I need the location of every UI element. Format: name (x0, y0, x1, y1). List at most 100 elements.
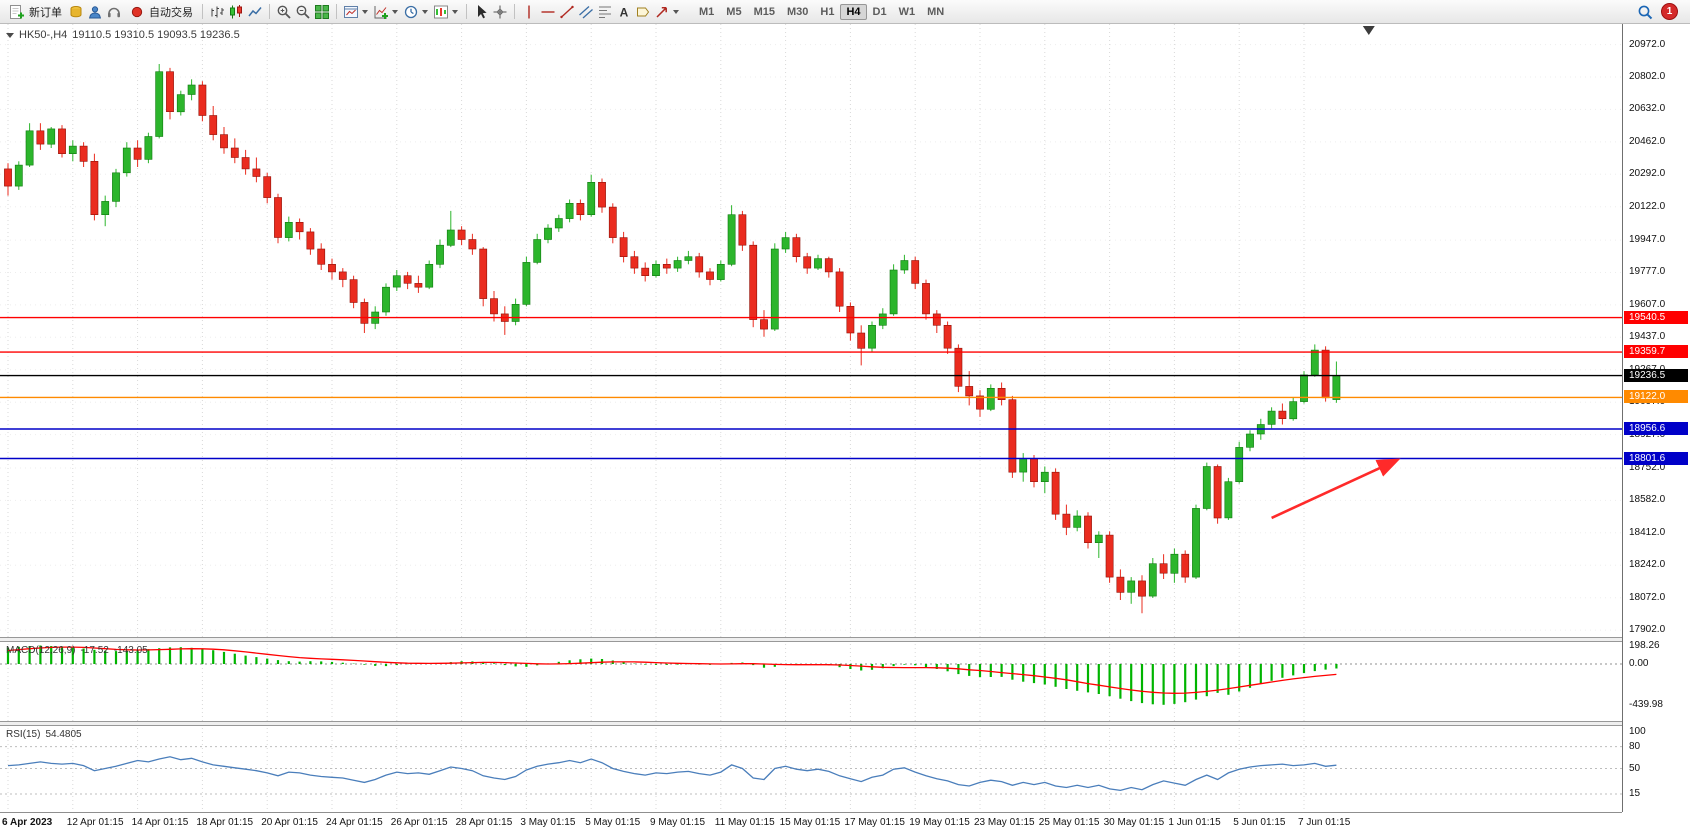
price-level-tag: 19122.0 (1624, 390, 1688, 404)
ohlc-values: 19110.5 19310.5 19093.5 19236.5 (72, 29, 240, 41)
rsi-axis-label: 100 (1629, 726, 1646, 737)
autotrade-label: 自动交易 (149, 6, 193, 19)
candles-layer (4, 64, 1341, 614)
rsi-indicator-title: RSI(15) 54.4805 (6, 729, 87, 740)
text-tool-icon[interactable]: A (615, 4, 633, 20)
rsi-axis-label: 80 (1629, 740, 1641, 752)
toolbar-right-group: 1 (1636, 3, 1686, 20)
cursor-tool-icon[interactable] (472, 4, 490, 20)
search-icon[interactable] (1636, 4, 1654, 20)
time-axis-label: 30 May 01:15 (1103, 817, 1165, 828)
macd-axis-label: -439.98 (1629, 699, 1663, 710)
templates-icon[interactable] (432, 4, 450, 20)
horizontal-line-tool-icon[interactable] (539, 4, 557, 20)
collapse-arrow-icon[interactable] (6, 32, 14, 38)
time-axis-label: 28 Apr 01:15 (455, 817, 513, 828)
timeframe-mn-button[interactable]: MN (927, 5, 945, 18)
chart-window-icon[interactable] (342, 4, 360, 20)
price-axis-label: 19607.0 (1629, 298, 1666, 310)
toolbar-separator (336, 4, 337, 19)
chart-window-dropdown-caret[interactable] (362, 9, 368, 14)
timeframe-m1-button[interactable]: M1 (699, 5, 715, 18)
time-axis-label: 6 Apr 2023 (2, 817, 53, 828)
price-level-tag: 19359.7 (1624, 345, 1688, 359)
new-order-label: 新订单 (29, 6, 62, 19)
price-level-tag: 19236.5 (1624, 368, 1688, 382)
time-axis-label: 15 May 01:15 (779, 817, 841, 828)
time-axis-label: 25 May 01:15 (1038, 817, 1100, 828)
rsi-label: RSI(15) (6, 729, 41, 740)
trend-arrow-annotation[interactable] (1271, 458, 1401, 520)
svg-text:A: A (620, 5, 629, 19)
rsi-level-lines (0, 746, 1622, 795)
periods-dropdown-caret[interactable] (422, 9, 428, 14)
market-watch-icon[interactable] (105, 4, 123, 20)
new-order-button[interactable]: 新订单 (4, 2, 66, 22)
candlestick-mode-icon[interactable] (227, 4, 245, 20)
horizontal-level-lines[interactable] (0, 316, 1622, 460)
rsi-value: 54.4805 (45, 729, 82, 740)
toolbar: 新订单 自动交易 (0, 0, 1690, 24)
accounts-icon[interactable] (86, 4, 104, 20)
bar-chart-mode-icon[interactable] (208, 4, 226, 20)
time-axis-label: 23 May 01:15 (974, 817, 1035, 828)
time-axis-label: 19 May 01:15 (909, 817, 970, 828)
zoom-in-icon[interactable] (275, 4, 293, 20)
indicators-dropdown-caret[interactable] (392, 9, 398, 14)
vertical-line-tool-icon[interactable] (520, 4, 538, 20)
price-level-tag: 19540.5 (1624, 310, 1688, 324)
macd-axis-label: 0.00 (1629, 658, 1649, 669)
macd-main-value: -17.52 (80, 645, 109, 656)
label-tool-icon[interactable] (634, 4, 652, 20)
time-axis-label: 1 Jun 01:15 (1168, 817, 1221, 828)
arrows-dropdown-caret[interactable] (673, 9, 679, 14)
time-axis-label: 26 Apr 01:15 (390, 817, 448, 828)
macd-signal-value: -143.05 (113, 645, 148, 656)
panel-divider[interactable] (0, 637, 1690, 642)
new-order-icon (8, 4, 26, 20)
price-axis-label: 18242.0 (1629, 559, 1666, 571)
macd-signal-line (7, 646, 1337, 694)
channel-tool-icon[interactable] (577, 4, 595, 20)
notification-badge[interactable]: 1 (1661, 3, 1678, 20)
timeframe-m30-button[interactable]: M30 (786, 5, 809, 18)
symbol-period-label: HK50-,H4 (19, 29, 68, 41)
market-depth-icon[interactable] (67, 4, 85, 20)
rsi-axis-label: 15 (1629, 788, 1641, 800)
timeframe-w1-button[interactable]: W1 (898, 5, 916, 18)
price-level-tag: 18801.6 (1624, 451, 1688, 465)
timeframe-h4-button[interactable]: H4 (840, 3, 867, 20)
zoom-out-icon[interactable] (294, 4, 312, 20)
price-axis-label: 20292.0 (1629, 168, 1666, 180)
arrows-tool-icon[interactable] (653, 4, 671, 20)
time-axis-label: 5 May 01:15 (585, 817, 641, 828)
timeframe-d1-button[interactable]: D1 (872, 5, 887, 18)
toolbar-separator (514, 4, 515, 19)
time-axis-label: 12 Apr 01:15 (66, 817, 124, 828)
chart-title: HK50-,H4 19110.5 19310.5 19093.5 19236.5 (6, 29, 240, 41)
timeframe-bar: M1 M5 M15 M30 H1 H4 D1 W1 MN (693, 3, 950, 20)
timeframe-h1-button[interactable]: H1 (820, 5, 835, 18)
timeframe-m5-button[interactable]: M5 (726, 5, 742, 18)
autotrade-button[interactable]: 自动交易 (124, 2, 197, 22)
price-axis-label: 18752.0 (1629, 461, 1666, 473)
crosshair-tool-icon[interactable] (491, 4, 509, 20)
line-chart-mode-icon[interactable] (246, 4, 264, 20)
chart-canvas[interactable] (0, 0, 1622, 836)
fibonacci-tool-icon[interactable] (596, 4, 614, 20)
periods-clock-icon[interactable] (402, 4, 420, 20)
price-axis[interactable]: 20972.0 20802.0 20632.0 20462.0 20292.0 20122… (1622, 24, 1690, 812)
templates-dropdown-caret[interactable] (452, 9, 458, 14)
indicators-icon[interactable] (372, 4, 390, 20)
trendline-tool-icon[interactable] (558, 4, 576, 20)
toolbar-separator (202, 4, 203, 19)
price-axis-label: 20632.0 (1629, 103, 1666, 115)
time-axis-label: 5 Jun 01:15 (1233, 817, 1286, 828)
time-axis-label: 3 May 01:15 (520, 817, 576, 828)
tile-windows-icon[interactable] (313, 4, 331, 20)
timeframe-m15-button[interactable]: M15 (753, 5, 775, 18)
time-axis[interactable]: 6 Apr 2023 12 Apr 01:15 14 Apr 01:15 18 Apr… (0, 812, 1622, 836)
price-axis-label: 18582.0 (1629, 494, 1666, 506)
panel-divider[interactable] (0, 721, 1690, 726)
